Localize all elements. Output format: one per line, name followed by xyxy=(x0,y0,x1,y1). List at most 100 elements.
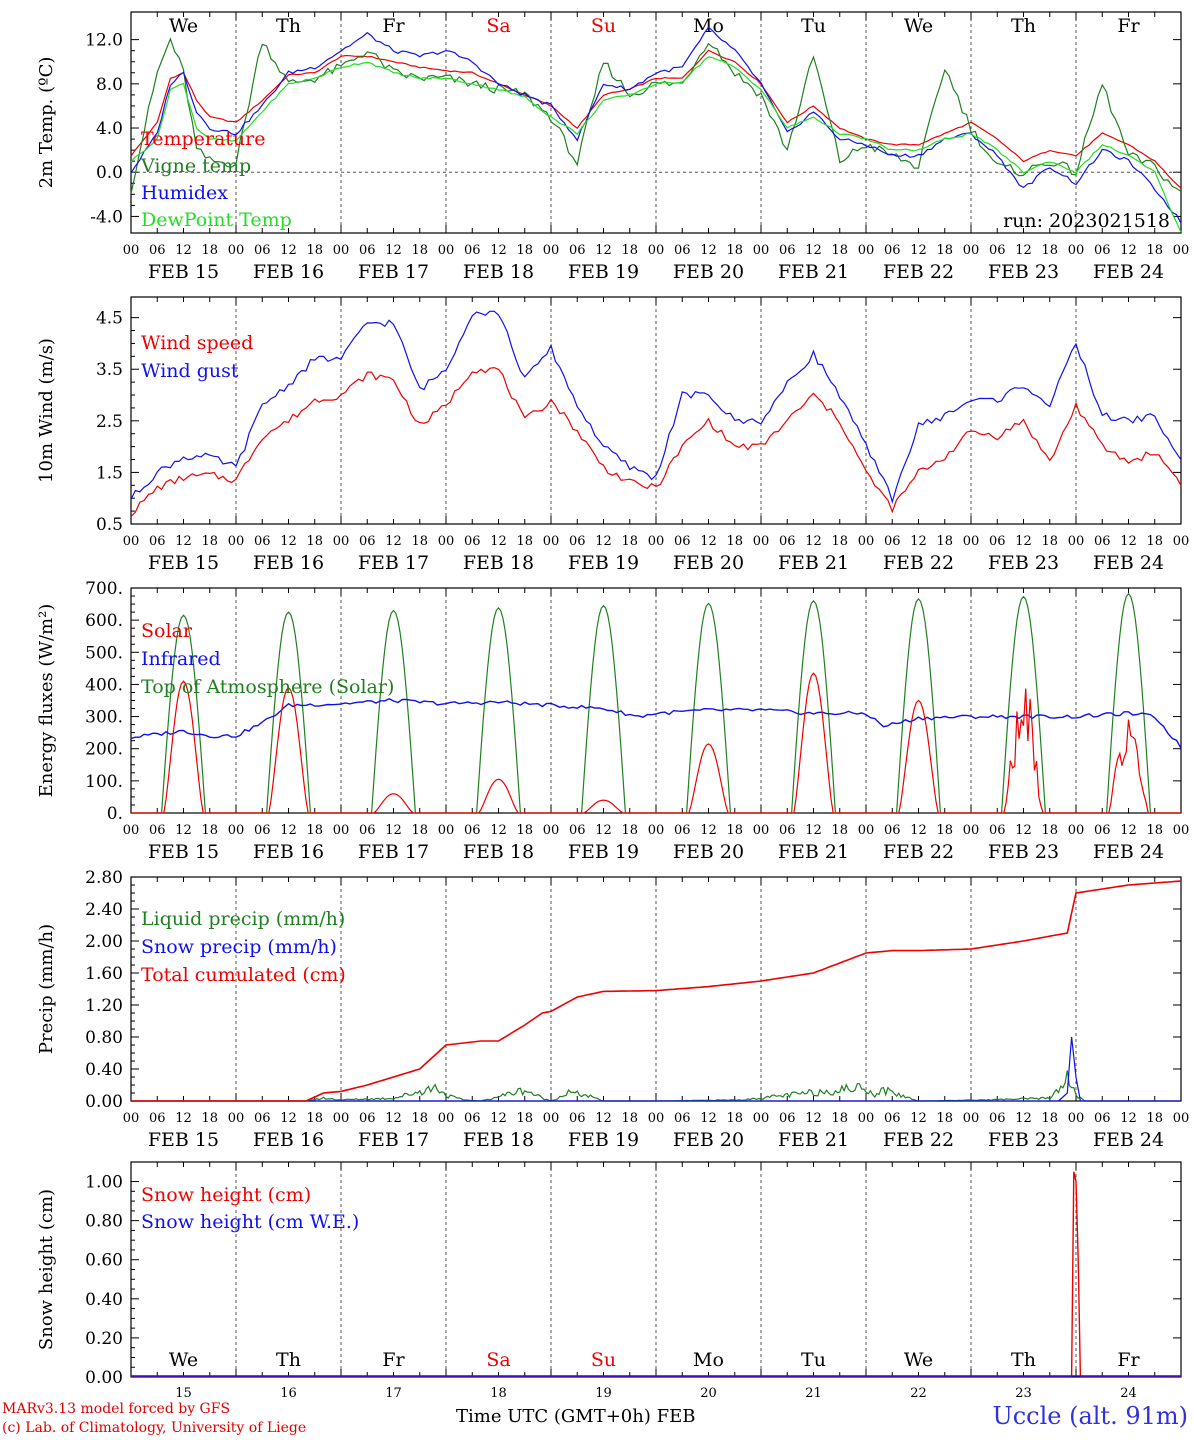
hour-tick-label: 12 xyxy=(280,823,297,838)
hour-tick-label: 12 xyxy=(595,534,612,549)
hour-tick-label: 06 xyxy=(464,1111,481,1126)
hour-tick-label: 00 xyxy=(753,1111,770,1126)
hour-tick-label: 00 xyxy=(858,823,875,838)
series-wind-speed xyxy=(130,366,1182,517)
series-dewpoint-temp xyxy=(130,56,1182,233)
y-tick-label: 0. xyxy=(107,804,123,824)
day-number-label: 22 xyxy=(910,1386,927,1400)
legend-total-cumulated-cm-: Total cumulated (cm) xyxy=(141,964,346,986)
y-tick-label: -4.0 xyxy=(90,207,123,227)
series-snow-height xyxy=(131,1171,1181,1378)
hour-tick-label: 18 xyxy=(1041,823,1058,838)
day-name: Th xyxy=(1011,1349,1036,1371)
hour-tick-label: 06 xyxy=(884,243,901,258)
y-tick-label: 100. xyxy=(85,772,123,792)
hour-tick-label: 18 xyxy=(726,1111,743,1126)
hour-tick-label: 00 xyxy=(333,1111,350,1126)
hour-tick-label: 18 xyxy=(201,823,218,838)
hour-tick-label: 12 xyxy=(1015,534,1032,549)
hour-tick-label: 18 xyxy=(1146,243,1163,258)
hour-tick-label: 12 xyxy=(1120,534,1137,549)
lab-credit: (c) Lab. of Climatology, University of L… xyxy=(2,1420,307,1436)
hour-tick-label: 00 xyxy=(543,823,560,838)
hour-tick-label: 00 xyxy=(648,243,665,258)
y-axis-label: Energy fluxes (W/m²) xyxy=(36,604,57,798)
y-tick-label: 2.80 xyxy=(85,868,123,888)
day-number-label: 17 xyxy=(385,1386,402,1400)
hour-tick-label: 00 xyxy=(228,534,245,549)
hour-tick-label: 00 xyxy=(333,534,350,549)
hour-tick-label: 06 xyxy=(149,1111,166,1126)
series-temperature xyxy=(130,49,1182,189)
date-label: FEB 19 xyxy=(568,261,639,283)
hour-tick-label: 12 xyxy=(1120,1111,1137,1126)
hour-tick-label: 18 xyxy=(936,823,953,838)
day-name: Sa xyxy=(486,1349,510,1371)
date-label: FEB 17 xyxy=(358,261,429,283)
hour-tick-label: 06 xyxy=(884,534,901,549)
hour-tick-label: 00 xyxy=(858,243,875,258)
hour-tick-label: 06 xyxy=(1094,243,1111,258)
hour-tick-label: 06 xyxy=(254,823,271,838)
date-label: FEB 15 xyxy=(148,261,219,283)
hour-tick-label: 00 xyxy=(648,534,665,549)
y-tick-label: 0.60 xyxy=(85,1251,123,1271)
hour-tick-label: 18 xyxy=(831,823,848,838)
legend-snow-precip-mm-h-: Snow precip (mm/h) xyxy=(141,936,337,958)
hour-tick-label: 00 xyxy=(753,534,770,549)
date-label: FEB 16 xyxy=(253,841,324,863)
hour-tick-label: 00 xyxy=(333,243,350,258)
hour-tick-label: 12 xyxy=(910,823,927,838)
hour-tick-label: 00 xyxy=(1068,823,1085,838)
hour-tick-label: 18 xyxy=(831,534,848,549)
date-label: FEB 19 xyxy=(568,552,639,574)
legend-top-of-atmosphere-solar-: Top of Atmosphere (Solar) xyxy=(141,676,394,698)
hour-tick-label: 06 xyxy=(254,1111,271,1126)
date-label: FEB 20 xyxy=(673,552,744,574)
y-tick-label: 0.80 xyxy=(85,1212,123,1232)
y-tick-label: 4.0 xyxy=(96,119,123,139)
meteogram: -4.0 0.0 4.0 8.0 12.0 2m Temp. (ºC) We Th Fr Sa Su… xyxy=(36,11,1189,1400)
legend-liquid-precip-mm-h-: Liquid precip (mm/h) xyxy=(141,908,345,930)
date-label: FEB 18 xyxy=(463,841,534,863)
hour-tick-label: 18 xyxy=(201,1111,218,1126)
hour-tick-label: 12 xyxy=(175,823,192,838)
date-label: FEB 20 xyxy=(673,841,744,863)
hour-tick-label: 18 xyxy=(726,534,743,549)
day-name: Fr xyxy=(382,1349,405,1371)
hour-tick-label: 00 xyxy=(1068,243,1085,258)
date-label: FEB 19 xyxy=(568,1129,639,1151)
hour-tick-label: 18 xyxy=(306,534,323,549)
date-label: FEB 24 xyxy=(1093,841,1164,863)
hour-tick-label: 18 xyxy=(831,1111,848,1126)
hour-tick-label: 06 xyxy=(989,243,1006,258)
y-tick-label: 1.00 xyxy=(85,1173,123,1193)
hour-tick-label: 06 xyxy=(569,823,586,838)
hour-tick-label: 12 xyxy=(910,243,927,258)
hour-tick-label: 18 xyxy=(411,243,428,258)
hour-tick-label: 06 xyxy=(674,823,691,838)
y-axis-label: Snow height (cm) xyxy=(36,1189,57,1350)
hour-tick-label: 18 xyxy=(516,1111,533,1126)
date-label: FEB 21 xyxy=(778,841,849,863)
hour-tick-label: 12 xyxy=(175,243,192,258)
hour-tick-label: 00 xyxy=(438,534,455,549)
hour-tick-label: 00 xyxy=(858,1111,875,1126)
hour-tick-label: 06 xyxy=(674,243,691,258)
date-label: FEB 16 xyxy=(253,1129,324,1151)
hour-tick-label: 06 xyxy=(884,1111,901,1126)
day-name: Su xyxy=(591,15,616,37)
hour-tick-label: 06 xyxy=(779,534,796,549)
hour-tick-label: 18 xyxy=(936,243,953,258)
hour-tick-label: 12 xyxy=(700,534,717,549)
hour-tick-label: 06 xyxy=(149,823,166,838)
day-name: Tu xyxy=(801,15,826,37)
y-axis-label: Precip (mm/h) xyxy=(36,924,57,1054)
hour-tick-label: 18 xyxy=(411,823,428,838)
hour-tick-label: 18 xyxy=(1146,823,1163,838)
hour-tick-label: 12 xyxy=(910,1111,927,1126)
hour-tick-label: 18 xyxy=(411,1111,428,1126)
date-label: FEB 24 xyxy=(1093,552,1164,574)
hour-tick-label: 06 xyxy=(779,1111,796,1126)
legend-wind-speed: Wind speed xyxy=(141,332,253,354)
